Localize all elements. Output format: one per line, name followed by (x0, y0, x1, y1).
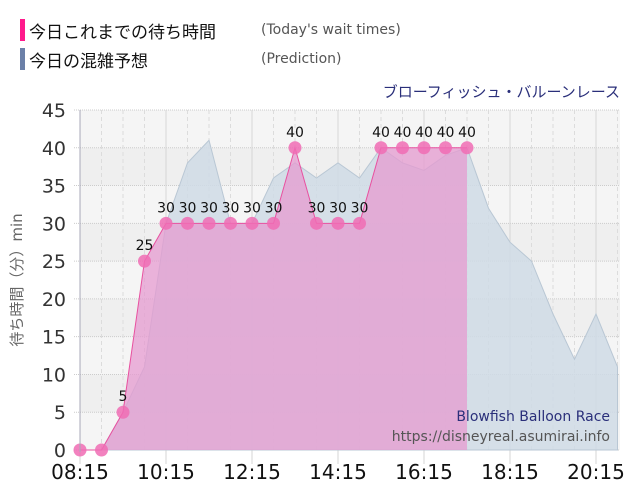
data-point (353, 216, 366, 230)
data-label: 30 (243, 200, 261, 216)
x-tick-label: 20:15 (567, 460, 625, 484)
x-tick-label: 18:15 (481, 460, 539, 484)
data-point (245, 216, 259, 230)
today-points (73, 141, 474, 457)
data-label: 30 (308, 200, 326, 216)
legend-item-today: 今日これまでの待ち時間 (Today's wait times) (20, 19, 401, 43)
data-label: 30 (265, 200, 283, 216)
data-point (288, 141, 302, 155)
data-label: 30 (351, 200, 369, 216)
legend-swatch-prediction (20, 48, 25, 70)
data-label: 30 (179, 200, 197, 216)
data-point (202, 216, 216, 230)
data-label: 25 (136, 238, 154, 254)
x-tick-label: 10:15 (137, 460, 195, 484)
y-tick-label: 15 (42, 327, 66, 349)
y-tick-label: 30 (42, 213, 66, 235)
y-tick-label: 35 (42, 176, 66, 198)
data-point (439, 141, 452, 155)
y-tick-label: 5 (54, 402, 66, 424)
x-axis-ticks: 08:15 10:15 12:15 14:15 16:15 18:15 20:15 (51, 460, 625, 484)
y-tick-label: 20 (42, 289, 66, 311)
data-label: 40 (458, 125, 476, 141)
legend-label-prediction-ja: 今日の混雑予想 (29, 51, 148, 72)
data-label: 30 (200, 200, 218, 216)
attraction-title-en: Blowfish Balloon Race (456, 409, 610, 425)
data-point (417, 141, 431, 155)
data-label: 40 (372, 125, 390, 141)
y-tick-label: 40 (42, 138, 66, 160)
legend-label-today-en: (Today's wait times) (261, 22, 401, 38)
data-label: 5 (119, 389, 128, 405)
x-tick-label: 14:15 (309, 460, 367, 484)
legend-label-prediction-en: (Prediction) (261, 51, 342, 67)
data-label: 30 (157, 200, 175, 216)
data-label: 40 (394, 125, 412, 141)
x-tick-label: 12:15 (223, 460, 281, 484)
attraction-title-ja: ブローフィッシュ・バルーンレース (382, 83, 620, 101)
y-axis-ticks: 0 5 10 15 20 25 30 35 40 45 (42, 100, 66, 462)
data-label: 40 (286, 125, 304, 141)
data-point (224, 216, 237, 230)
source-url: https://disneyreal.asumirai.info (392, 429, 610, 445)
data-label: 40 (437, 125, 455, 141)
data-point (181, 216, 194, 230)
legend-label-today-ja: 今日これまでの待ち時間 (29, 22, 216, 43)
y-tick-label: 0 (54, 440, 66, 462)
x-tick-label: 16:15 (395, 460, 453, 484)
y-tick-label: 25 (42, 251, 66, 273)
legend-item-prediction: 今日の混雑予想 (Prediction) (20, 48, 342, 72)
y-tick-label: 10 (42, 364, 66, 386)
data-point (310, 216, 323, 230)
data-point (116, 405, 130, 419)
data-point (396, 141, 409, 155)
data-label: 30 (222, 200, 240, 216)
data-point (267, 216, 280, 230)
data-point (374, 141, 388, 155)
data-label: 40 (415, 125, 433, 141)
data-point (138, 254, 151, 268)
legend-swatch-today (20, 19, 25, 41)
y-axis-label: 待ち時間（分）min (8, 213, 26, 346)
data-point (460, 141, 474, 155)
x-tick-label: 08:15 (51, 460, 109, 484)
data-point (331, 216, 345, 230)
data-point (95, 443, 108, 457)
data-point (159, 216, 173, 230)
data-label: 30 (329, 200, 347, 216)
y-tick-label: 45 (42, 100, 66, 122)
